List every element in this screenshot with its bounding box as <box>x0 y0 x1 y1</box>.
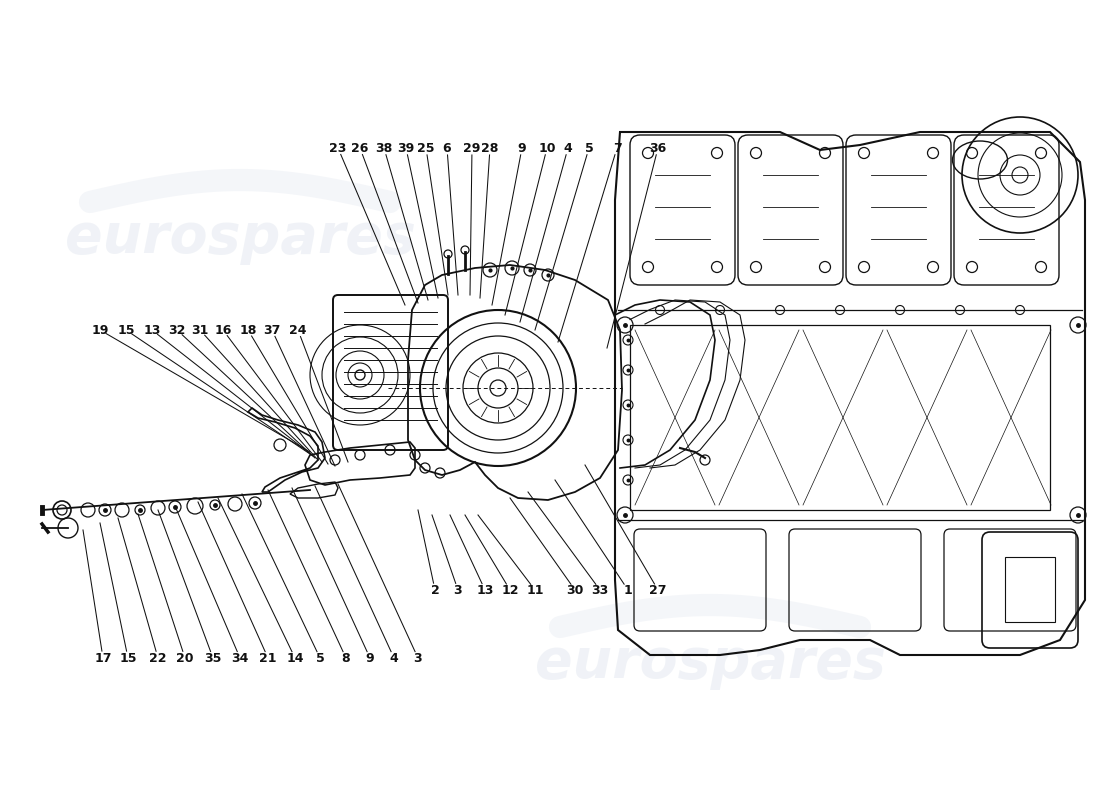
Text: 7: 7 <box>613 142 621 154</box>
Bar <box>1005 557 1055 622</box>
Text: 18: 18 <box>240 323 256 337</box>
Text: 37: 37 <box>263 323 280 337</box>
Text: 12: 12 <box>502 583 519 597</box>
Text: 16: 16 <box>214 323 232 337</box>
Text: 19: 19 <box>91 323 109 337</box>
Text: 25: 25 <box>417 142 434 154</box>
Text: eurospares: eurospares <box>535 636 886 690</box>
Text: 13: 13 <box>143 323 161 337</box>
Text: 10: 10 <box>538 142 556 154</box>
Text: 8: 8 <box>342 651 350 665</box>
Text: 34: 34 <box>231 651 249 665</box>
Text: 3: 3 <box>414 651 422 665</box>
Text: 24: 24 <box>289 323 307 337</box>
Text: 31: 31 <box>191 323 209 337</box>
Text: 33: 33 <box>592 583 608 597</box>
Text: eurospares: eurospares <box>65 211 416 265</box>
Text: 4: 4 <box>389 651 398 665</box>
Text: 36: 36 <box>649 142 667 154</box>
Text: 26: 26 <box>351 142 369 154</box>
Text: 20: 20 <box>176 651 194 665</box>
Text: 27: 27 <box>649 583 667 597</box>
Text: 5: 5 <box>316 651 324 665</box>
Text: 23: 23 <box>329 142 346 154</box>
Text: 39: 39 <box>397 142 415 154</box>
Text: 13: 13 <box>476 583 494 597</box>
Text: 32: 32 <box>168 323 186 337</box>
Text: 29: 29 <box>463 142 481 154</box>
Text: 17: 17 <box>95 651 112 665</box>
Text: 9: 9 <box>365 651 374 665</box>
Text: 6: 6 <box>442 142 451 154</box>
Text: 3: 3 <box>453 583 462 597</box>
Bar <box>630 325 1050 510</box>
Text: 15: 15 <box>119 651 136 665</box>
Text: 5: 5 <box>584 142 593 154</box>
Text: 11: 11 <box>526 583 543 597</box>
Text: 21: 21 <box>260 651 277 665</box>
Text: 22: 22 <box>150 651 167 665</box>
Text: 15: 15 <box>118 323 134 337</box>
Text: 1: 1 <box>624 583 632 597</box>
Text: 4: 4 <box>563 142 572 154</box>
Text: 38: 38 <box>375 142 393 154</box>
Text: 30: 30 <box>566 583 584 597</box>
Text: 2: 2 <box>430 583 439 597</box>
Text: 28: 28 <box>482 142 498 154</box>
Text: 35: 35 <box>205 651 222 665</box>
Text: 9: 9 <box>518 142 526 154</box>
Text: 14: 14 <box>286 651 304 665</box>
